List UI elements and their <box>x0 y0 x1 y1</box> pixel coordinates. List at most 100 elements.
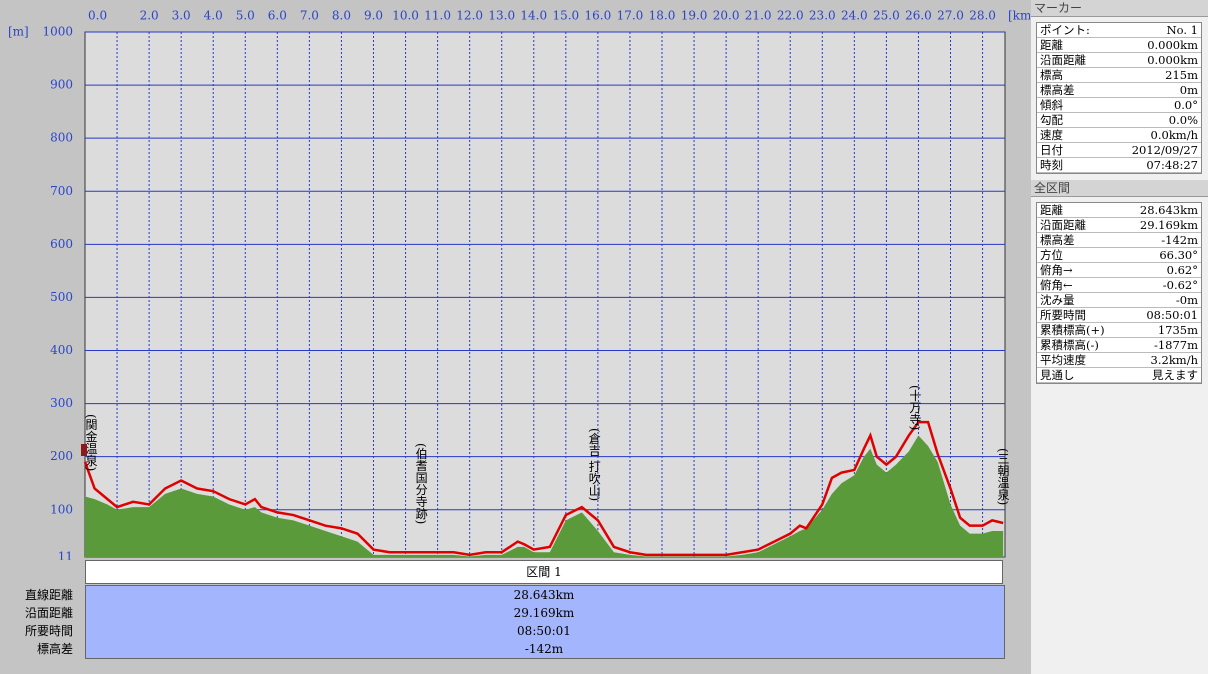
x-tick-label: 15.0 <box>552 9 579 23</box>
panel-title: マーカー <box>1031 0 1208 17</box>
x-tick-label: 17.0 <box>617 9 644 23</box>
panel-row: 累積標高(-) -1877m <box>1037 338 1201 353</box>
panel-row: 俯角→ 0.62° <box>1037 263 1201 278</box>
y-tick-label: 400 <box>50 343 73 357</box>
panel-row: 方位 66.30° <box>1037 248 1201 263</box>
section-label: 直線距離 <box>24 588 73 602</box>
row-label: 距離 <box>1040 38 1063 52</box>
x-tick-label: 13.0 <box>488 9 515 23</box>
panel-row: 時刻 07:48:27 <box>1037 158 1201 173</box>
x-tick-label: 3.0 <box>172 9 191 23</box>
row-label: 時刻 <box>1040 158 1063 172</box>
row-label: 所要時間 <box>1040 308 1086 322</box>
elevation-area <box>85 435 1004 557</box>
section-value: -142m <box>524 642 564 656</box>
row-label: 標高差 <box>1040 233 1075 247</box>
row-value: 0m <box>1179 83 1198 97</box>
panel-row: 標高差 -142m <box>1037 233 1201 248</box>
y-tick-label: 800 <box>50 131 73 145</box>
x-tick-label: 23.0 <box>809 9 836 23</box>
row-value: -1877m <box>1153 338 1198 352</box>
annotation: (伯耆国分寺跡) <box>414 443 428 524</box>
row-value: -142m <box>1161 233 1198 247</box>
y-tick-label: 1000 <box>42 25 73 39</box>
row-value: No. 1 <box>1166 23 1198 37</box>
x-tick-label: 16.0 <box>585 9 612 23</box>
row-label: 距離 <box>1040 203 1063 217</box>
section-body <box>85 585 1005 659</box>
chart: [m] [km] 11 100 200 300 400 500 600 700 800 900 10… <box>8 9 1030 561</box>
section-label: 沿面距離 <box>24 606 73 620</box>
panel-row: 日付 2012/09/27 <box>1037 143 1201 158</box>
panel-table: 距離 28.643km 沿面距離 29.169km 標高差 -142m 方位 66.30° 俯角… <box>1036 202 1202 384</box>
x-tick-label: 10.0 <box>392 9 419 23</box>
x-tick-label: 2.0 <box>140 9 159 23</box>
x-tick-label: 24.0 <box>841 9 868 23</box>
row-label: 俯角← <box>1040 278 1073 292</box>
x-tick-label: 0.0 <box>88 9 107 23</box>
y-tick-label: 11 <box>58 550 73 561</box>
panel-row: 距離 0.000km <box>1037 38 1201 53</box>
x-tick-label: 8.0 <box>332 9 351 23</box>
row-value: 0.0km/h <box>1150 128 1198 142</box>
row-value: 07:48:27 <box>1146 158 1198 172</box>
track-line <box>83 420 1004 557</box>
row-label: 沿面距離 <box>1040 53 1086 67</box>
panel-table: ポイント: No. 1 距離 0.000km 沿面距離 0.000km 標高 215m 標高差 0… <box>1036 22 1202 174</box>
row-label: 累積標高(+) <box>1040 323 1105 337</box>
x-tick-label: 11.0 <box>424 9 451 23</box>
section-value: 28.643km <box>513 588 575 602</box>
row-label: 速度 <box>1040 128 1063 142</box>
side-panel: マーカー ポイント: No. 1 距離 0.000km 沿面距離 0.000km 標高 215m… <box>1031 0 1208 674</box>
row-label: 勾配 <box>1040 113 1063 127</box>
x-tick-label: 28.0 <box>969 9 996 23</box>
row-value: 08:50:01 <box>1146 308 1198 322</box>
x-tick-label: 12.0 <box>456 9 483 23</box>
y-unit: [m] <box>8 25 29 39</box>
panel-row: 距離 28.643km <box>1037 203 1201 218</box>
row-label: 俯角→ <box>1040 263 1073 277</box>
row-value: 0.0% <box>1168 113 1198 127</box>
section-value: 08:50:01 <box>517 624 571 638</box>
annotation: (十万寺) <box>908 385 922 430</box>
x-tick-label: 6.0 <box>268 9 287 23</box>
row-value: -0m <box>1175 293 1198 307</box>
marker <box>81 444 87 456</box>
x-tick-label: 18.0 <box>649 9 676 23</box>
panel-row: 標高差 0m <box>1037 83 1201 98</box>
panel-row: 標高 215m <box>1037 68 1201 83</box>
x-tick-label: 25.0 <box>873 9 900 23</box>
x-tick-label: 21.0 <box>745 9 772 23</box>
row-label: 日付 <box>1040 143 1063 157</box>
row-label: 沿面距離 <box>1040 218 1086 232</box>
row-label: 傾斜 <box>1040 98 1063 112</box>
x-tick-label: 19.0 <box>681 9 708 23</box>
panel-title: 全区間 <box>1031 180 1208 197</box>
panel-row: 沿面距離 29.169km <box>1037 218 1201 233</box>
row-label: 累積標高(-) <box>1040 338 1099 352</box>
x-tick-label: 27.0 <box>937 9 964 23</box>
x-tick-label: 5.0 <box>236 9 255 23</box>
row-value: 0.0° <box>1173 98 1198 112</box>
panel-row: 累積標高(+) 1735m <box>1037 323 1201 338</box>
y-tick-label: 300 <box>50 396 73 410</box>
annotation: (関金温泉) <box>84 414 98 471</box>
section-label: 所要時間 <box>24 624 73 638</box>
annotation: (三朝温泉) <box>996 448 1010 505</box>
x-tick-label: 7.0 <box>300 9 319 23</box>
x-tick-label: 4.0 <box>204 9 223 23</box>
row-label: 標高 <box>1040 68 1063 82</box>
row-label: 平均速度 <box>1040 353 1086 367</box>
row-label: 沈み量 <box>1040 293 1075 307</box>
y-tick-label: 700 <box>50 184 73 198</box>
row-value: 28.643km <box>1139 203 1198 217</box>
panel-row: 沈み量 -0m <box>1037 293 1201 308</box>
x-tick-label: 9.0 <box>364 9 383 23</box>
row-value: 見えます <box>1152 368 1198 382</box>
x-tick-label: 22.0 <box>777 9 804 23</box>
row-value: -0.62° <box>1162 278 1198 292</box>
row-label: 見通し <box>1040 368 1075 382</box>
row-value: 3.2km/h <box>1150 353 1198 367</box>
panel-row: 速度 0.0km/h <box>1037 128 1201 143</box>
row-value: 0.000km <box>1147 38 1198 52</box>
